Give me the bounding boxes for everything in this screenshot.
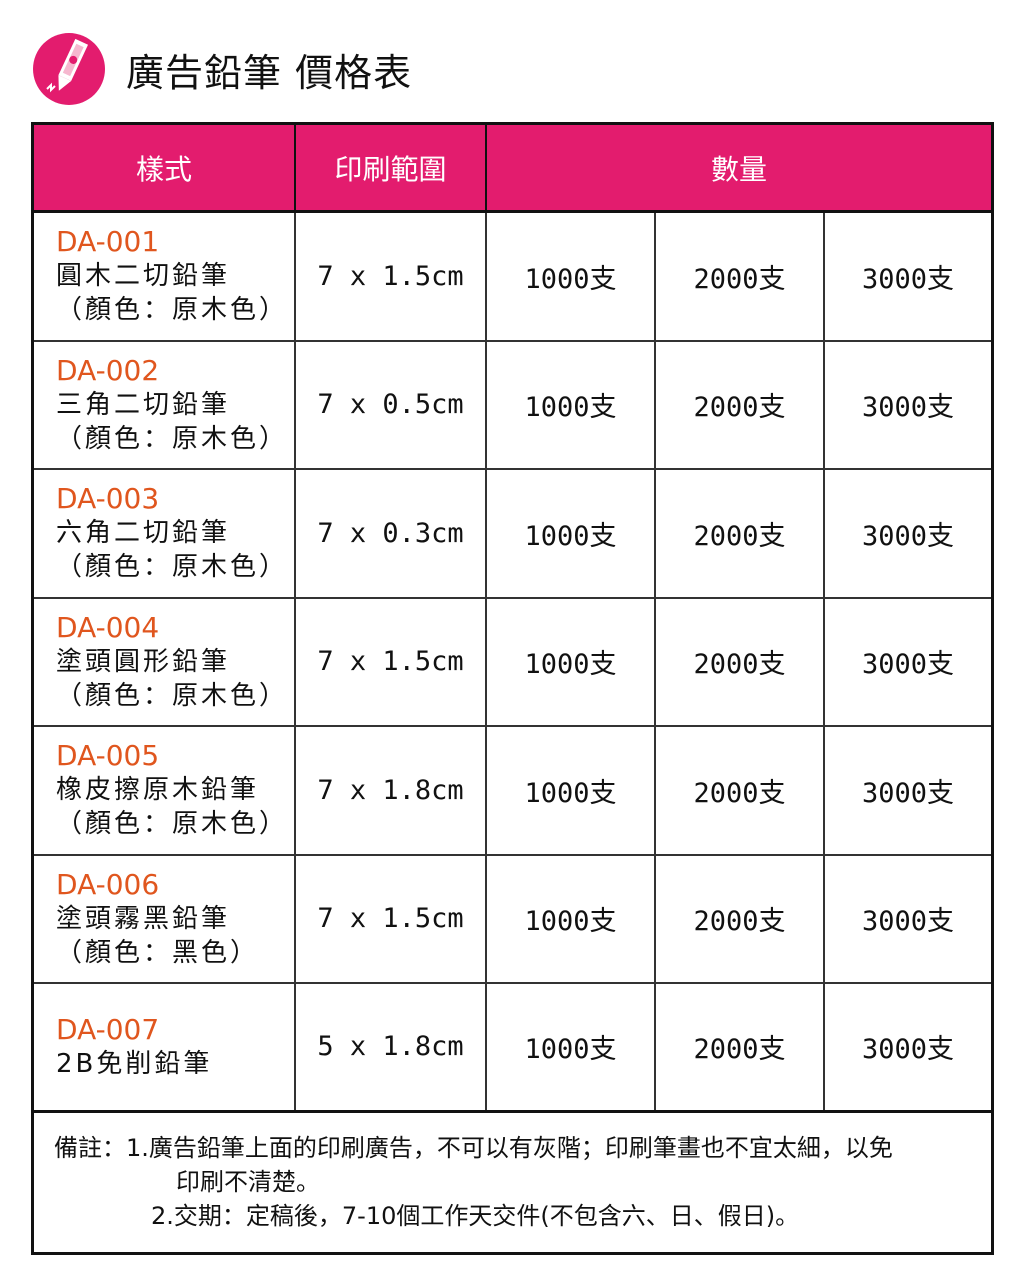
quantity-cell: 2000支 [656, 470, 825, 597]
product-name: 塗頭圓形鉛筆 [56, 646, 231, 677]
product-code: DA-001 [56, 225, 160, 259]
print-area-cell: 7 x 1.5cm [296, 213, 487, 340]
product-code: DA-004 [56, 610, 160, 644]
print-area-cell: 7 x 1.5cm [296, 598, 487, 725]
product-color: （顏色：原木色） [56, 295, 289, 326]
print-area-cell: 7 x 0.5cm [296, 341, 487, 468]
quantity-cell: 1000支 [487, 855, 656, 982]
quantity-cell: 3000支 [861, 777, 955, 809]
table-row: DA-003 六角二切鉛筆 （顏色：原木色） 7 x 0.3cm 1000支 2000支 3… [34, 470, 991, 599]
quantity-cell: 2000支 [656, 213, 825, 340]
notes-label: 備註： [54, 1133, 126, 1162]
table-header: 樣式 印刷範圍 數量 [34, 125, 991, 213]
note-1-continued: 印刷不清楚。 [176, 1167, 320, 1196]
pencil-icon [33, 33, 105, 105]
style-cell: DA-003 六角二切鉛筆 （顏色：原木色） [34, 470, 296, 597]
quantity-cell: 1000支 [487, 984, 656, 1110]
page-title: 廣告鉛筆 價格表 [126, 51, 413, 95]
quantity-cell: 2000支 [656, 341, 825, 468]
note-2: 2.交期：定稿後，7-10個工作天交件(不包含六、日、假日)。 [151, 1201, 800, 1230]
product-code: DA-005 [56, 739, 160, 773]
quantity-cell: 1000支 [487, 727, 656, 854]
note-1: 1.廣告鉛筆上面的印刷廣告，不可以有灰階；印刷筆畫也不宜太細，以免 [126, 1133, 893, 1162]
product-color: （顏色：黑色） [56, 937, 260, 968]
table-row: DA-006 塗頭霧黑鉛筆 （顏色：黑色） 7 x 1.5cm 1000支 2000支 30… [34, 855, 991, 984]
table-row: DA-005 橡皮擦原木鉛筆 （顏色：原木色） 7 x 1.8cm 1000支 2000支… [34, 727, 991, 856]
product-name: 2B免削鉛筆 [56, 1048, 213, 1079]
product-name: 圓木二切鉛筆 [56, 261, 231, 292]
quantity-cell: 2000支 [656, 984, 825, 1110]
product-name: 六角二切鉛筆 [56, 518, 231, 549]
quantity-cell: 1000支 [487, 341, 656, 468]
table-row: DA-007 2B免削鉛筆 5 x 1.8cm 1000支 2000支 3000支 [34, 984, 991, 1113]
product-code: DA-007 [56, 1012, 160, 1046]
quantity-cell: 1000支 [487, 213, 656, 340]
product-name: 三角二切鉛筆 [56, 389, 231, 420]
product-color: （顏色：原木色） [56, 680, 289, 711]
style-cell: DA-007 2B免削鉛筆 [34, 984, 296, 1110]
header-print-area: 印刷範圍 [296, 125, 487, 210]
style-cell: DA-002 三角二切鉛筆 （顏色：原木色） [34, 341, 296, 468]
quantity-cell: 3000支 [861, 520, 955, 552]
quantity-cell: 3000支 [861, 1034, 955, 1066]
product-color: （顏色：原木色） [56, 809, 289, 840]
header-quantity: 數量 [710, 152, 767, 186]
table-row: DA-001 圓木二切鉛筆 （顏色：原木色） 7 x 1.5cm 1000支 2000支 3… [34, 213, 991, 342]
product-code: DA-006 [56, 867, 160, 901]
quantity-cell: 3000支 [861, 392, 955, 424]
quantity-cell: 3000支 [861, 906, 955, 938]
product-name: 塗頭霧黑鉛筆 [56, 903, 231, 934]
quantity-cell: 2000支 [656, 855, 825, 982]
product-name: 橡皮擦原木鉛筆 [56, 775, 260, 806]
product-code: DA-002 [56, 353, 160, 387]
print-area-cell: 7 x 1.8cm [296, 727, 487, 854]
quantity-cell: 2000支 [656, 727, 825, 854]
style-cell: DA-006 塗頭霧黑鉛筆 （顏色：黑色） [34, 855, 296, 982]
print-area-cell: 7 x 0.3cm [296, 470, 487, 597]
table-row: DA-002 三角二切鉛筆 （顏色：原木色） 7 x 0.5cm 1000支 2000支 3… [34, 341, 991, 470]
quantity-cell: 1000支 [487, 470, 656, 597]
quantity-cell: 3000支 [861, 649, 955, 681]
quantity-cell: 2000支 [656, 598, 825, 725]
quantity-cell: 1000支 [487, 598, 656, 725]
notes: 備註： 1.廣告鉛筆上面的印刷廣告，不可以有灰階；印刷筆畫也不宜太細，以免 印刷不… [34, 1113, 991, 1252]
style-cell: DA-001 圓木二切鉛筆 （顏色：原木色） [34, 213, 296, 340]
print-area-cell: 5 x 1.8cm [296, 984, 487, 1110]
price-table: 樣式 印刷範圍 數量 DA-001 圓木二切鉛筆 （顏色：原木色） 7 x 1.5cm… [31, 122, 994, 1255]
table-row: DA-004 塗頭圓形鉛筆 （顏色：原木色） 7 x 1.5cm 1000支 2000支 3… [34, 598, 991, 727]
style-cell: DA-004 塗頭圓形鉛筆 （顏色：原木色） [34, 598, 296, 725]
print-area-cell: 7 x 1.5cm [296, 855, 487, 982]
product-code: DA-003 [56, 482, 160, 516]
product-color: （顏色：原木色） [56, 423, 289, 454]
quantity-cell: 3000支 [861, 263, 955, 295]
style-cell: DA-005 橡皮擦原木鉛筆 （顏色：原木色） [34, 727, 296, 854]
product-color: （顏色：原木色） [56, 552, 289, 583]
header-style: 樣式 [34, 125, 296, 210]
